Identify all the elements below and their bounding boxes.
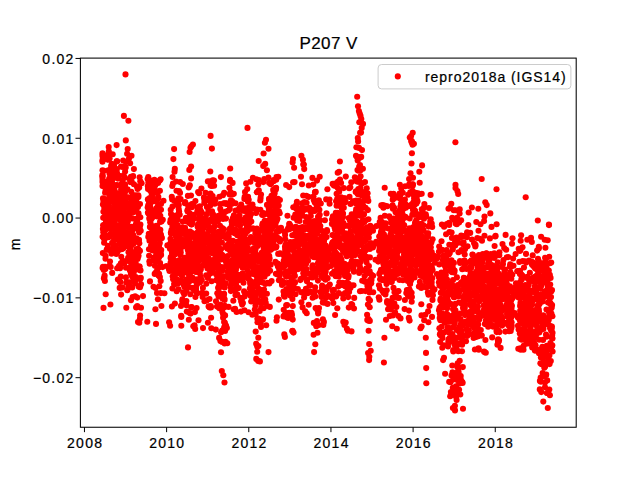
svg-text:2012: 2012 xyxy=(231,435,267,451)
svg-text:P207 V: P207 V xyxy=(300,34,358,53)
svg-text:0.02: 0.02 xyxy=(42,51,74,67)
svg-text:2008: 2008 xyxy=(67,435,103,451)
svg-text:repro2018a (IGS14): repro2018a (IGS14) xyxy=(425,69,567,85)
svg-text:2014: 2014 xyxy=(314,435,350,451)
svg-text:0.01: 0.01 xyxy=(42,131,74,147)
svg-text:−0.02: −0.02 xyxy=(33,370,75,386)
svg-text:2018: 2018 xyxy=(478,435,514,451)
svg-text:2016: 2016 xyxy=(396,435,432,451)
svg-text:m: m xyxy=(7,237,23,250)
svg-text:−0.01: −0.01 xyxy=(33,290,75,306)
svg-text:0.00: 0.00 xyxy=(42,210,74,226)
svg-text:2010: 2010 xyxy=(149,435,185,451)
